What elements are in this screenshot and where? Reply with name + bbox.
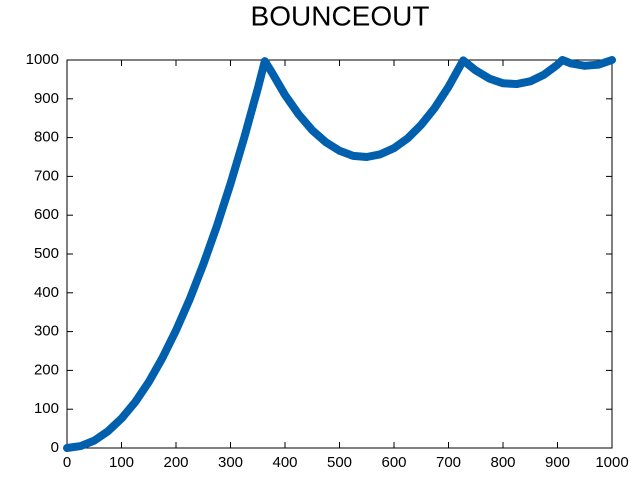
y-tick-label: 800: [34, 129, 59, 146]
data-line: [63, 56, 616, 452]
y-tick-label: 400: [34, 284, 59, 301]
y-tick-label: 900: [34, 90, 59, 107]
x-tick-label: 600: [381, 454, 406, 471]
y-tick-label: 500: [34, 245, 59, 262]
x-tick-label: 300: [218, 454, 243, 471]
y-tick-label: 300: [34, 323, 59, 340]
x-tick-label: 800: [490, 454, 515, 471]
x-tick-label: 0: [63, 454, 71, 471]
y-tick-label: 0: [51, 439, 59, 456]
y-tick-label: 700: [34, 167, 59, 184]
y-tick-label: 1000: [26, 51, 59, 68]
x-tick-label: 500: [327, 454, 352, 471]
y-tick-label: 100: [34, 400, 59, 417]
x-tick-label: 900: [545, 454, 570, 471]
x-tick-label: 400: [272, 454, 297, 471]
y-tick-label: 600: [34, 206, 59, 223]
y-tick-label: 200: [34, 361, 59, 378]
x-tick-label: 100: [109, 454, 134, 471]
x-tick-label: 1000: [595, 454, 628, 471]
chart-title: BOUNCEOUT: [251, 0, 430, 31]
x-tick-label: 700: [436, 454, 461, 471]
x-tick-label: 200: [163, 454, 188, 471]
plot-frame: [66, 59, 613, 449]
